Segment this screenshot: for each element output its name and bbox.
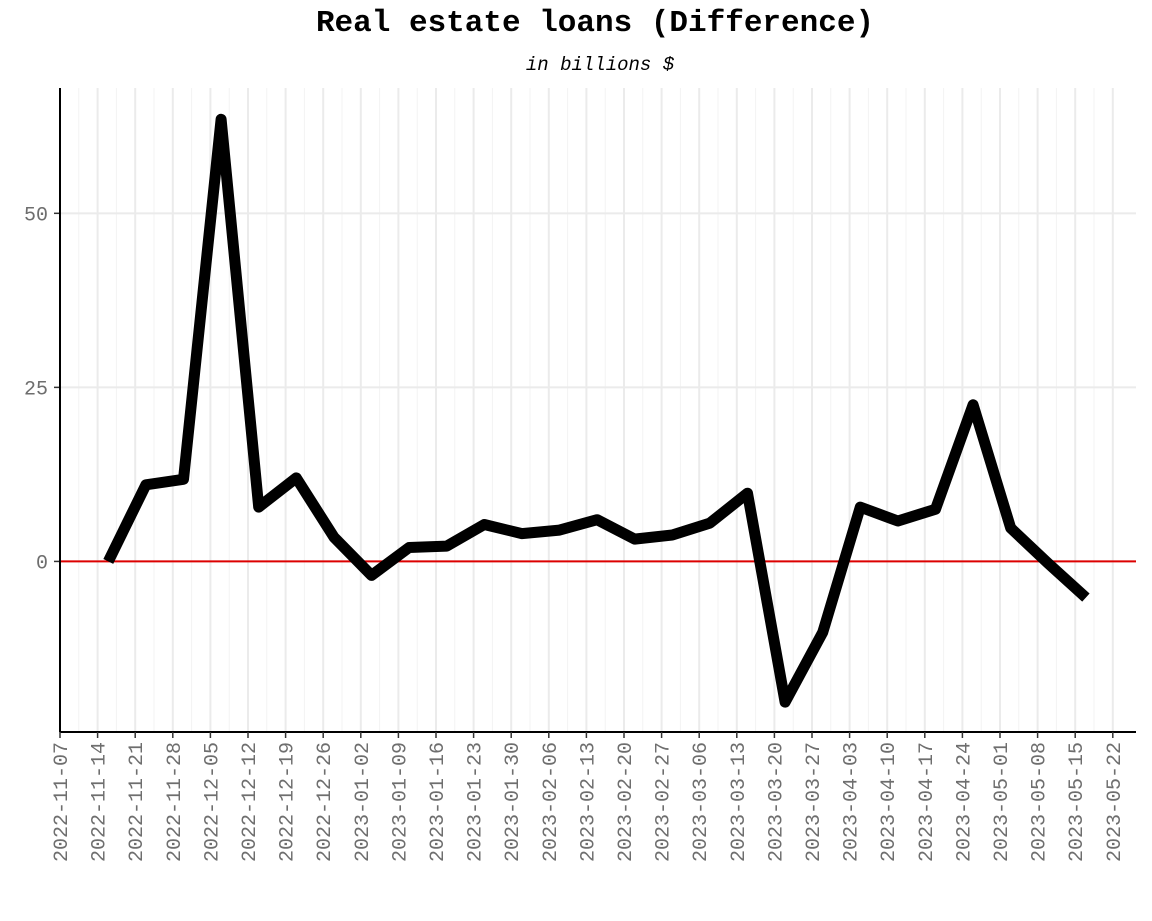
x-tick-label: 2022-12-12 <box>239 742 262 862</box>
y-tick-labels: 0 25 50 <box>24 204 48 575</box>
x-tick-label: 2023-02-27 <box>653 742 676 862</box>
x-tick-label: 2023-04-10 <box>878 742 901 862</box>
chart-subtitle: in billions $ <box>525 54 675 76</box>
horizontal-gridlines <box>60 212 1136 563</box>
x-tick-label: 2023-02-20 <box>615 742 638 862</box>
vertical-gridlines <box>78 88 1114 732</box>
x-tick-labels: 2022-11-07 2022-11-14 2022-11-21 2022-11-28… <box>51 742 1127 862</box>
x-tick-label: 2023-05-08 <box>1029 742 1052 862</box>
chart-title: Real estate loans (Difference) <box>315 6 875 41</box>
x-tick-label: 2023-01-02 <box>352 742 375 862</box>
x-tick-label: 2022-11-07 <box>51 742 74 862</box>
x-tick-label: 2023-04-24 <box>953 742 976 862</box>
x-tick-label: 2022-12-26 <box>314 742 337 862</box>
x-tick-label: 2023-05-15 <box>1066 742 1089 862</box>
x-tick-label: 2023-01-30 <box>502 742 525 862</box>
x-tick-label: 2023-03-20 <box>765 742 788 862</box>
x-tick-label: 2022-12-19 <box>277 742 300 862</box>
x-tick-label: 2023-01-09 <box>389 742 412 862</box>
series-group <box>103 113 1090 708</box>
x-tick-label: 2022-12-05 <box>201 742 224 862</box>
x-tick-label: 2023-02-13 <box>577 742 600 862</box>
x-tick-label: 2023-03-27 <box>803 742 826 862</box>
x-tick-label: 2023-01-23 <box>465 742 488 862</box>
series-line <box>103 113 1090 708</box>
x-tick-label: 2023-05-22 <box>1104 742 1127 862</box>
y-tick-label: 0 <box>36 552 48 575</box>
x-tick-label: 2023-03-06 <box>690 742 713 862</box>
x-tick-label: 2023-03-13 <box>728 742 751 862</box>
axes <box>54 88 1136 738</box>
x-tick-label: 2023-04-17 <box>916 742 939 862</box>
x-tick-label: 2022-11-28 <box>164 742 187 862</box>
x-tick-label: 2023-02-06 <box>540 742 563 862</box>
y-tick-label: 25 <box>24 378 48 401</box>
x-tick-label: 2023-04-03 <box>841 742 864 862</box>
x-tick-label: 2022-11-21 <box>126 742 149 862</box>
x-tick-label: 2023-01-16 <box>427 742 450 862</box>
x-tick-label: 2023-05-01 <box>991 742 1014 862</box>
x-tick-label: 2022-11-14 <box>89 742 112 862</box>
y-tick-label: 50 <box>24 204 48 227</box>
